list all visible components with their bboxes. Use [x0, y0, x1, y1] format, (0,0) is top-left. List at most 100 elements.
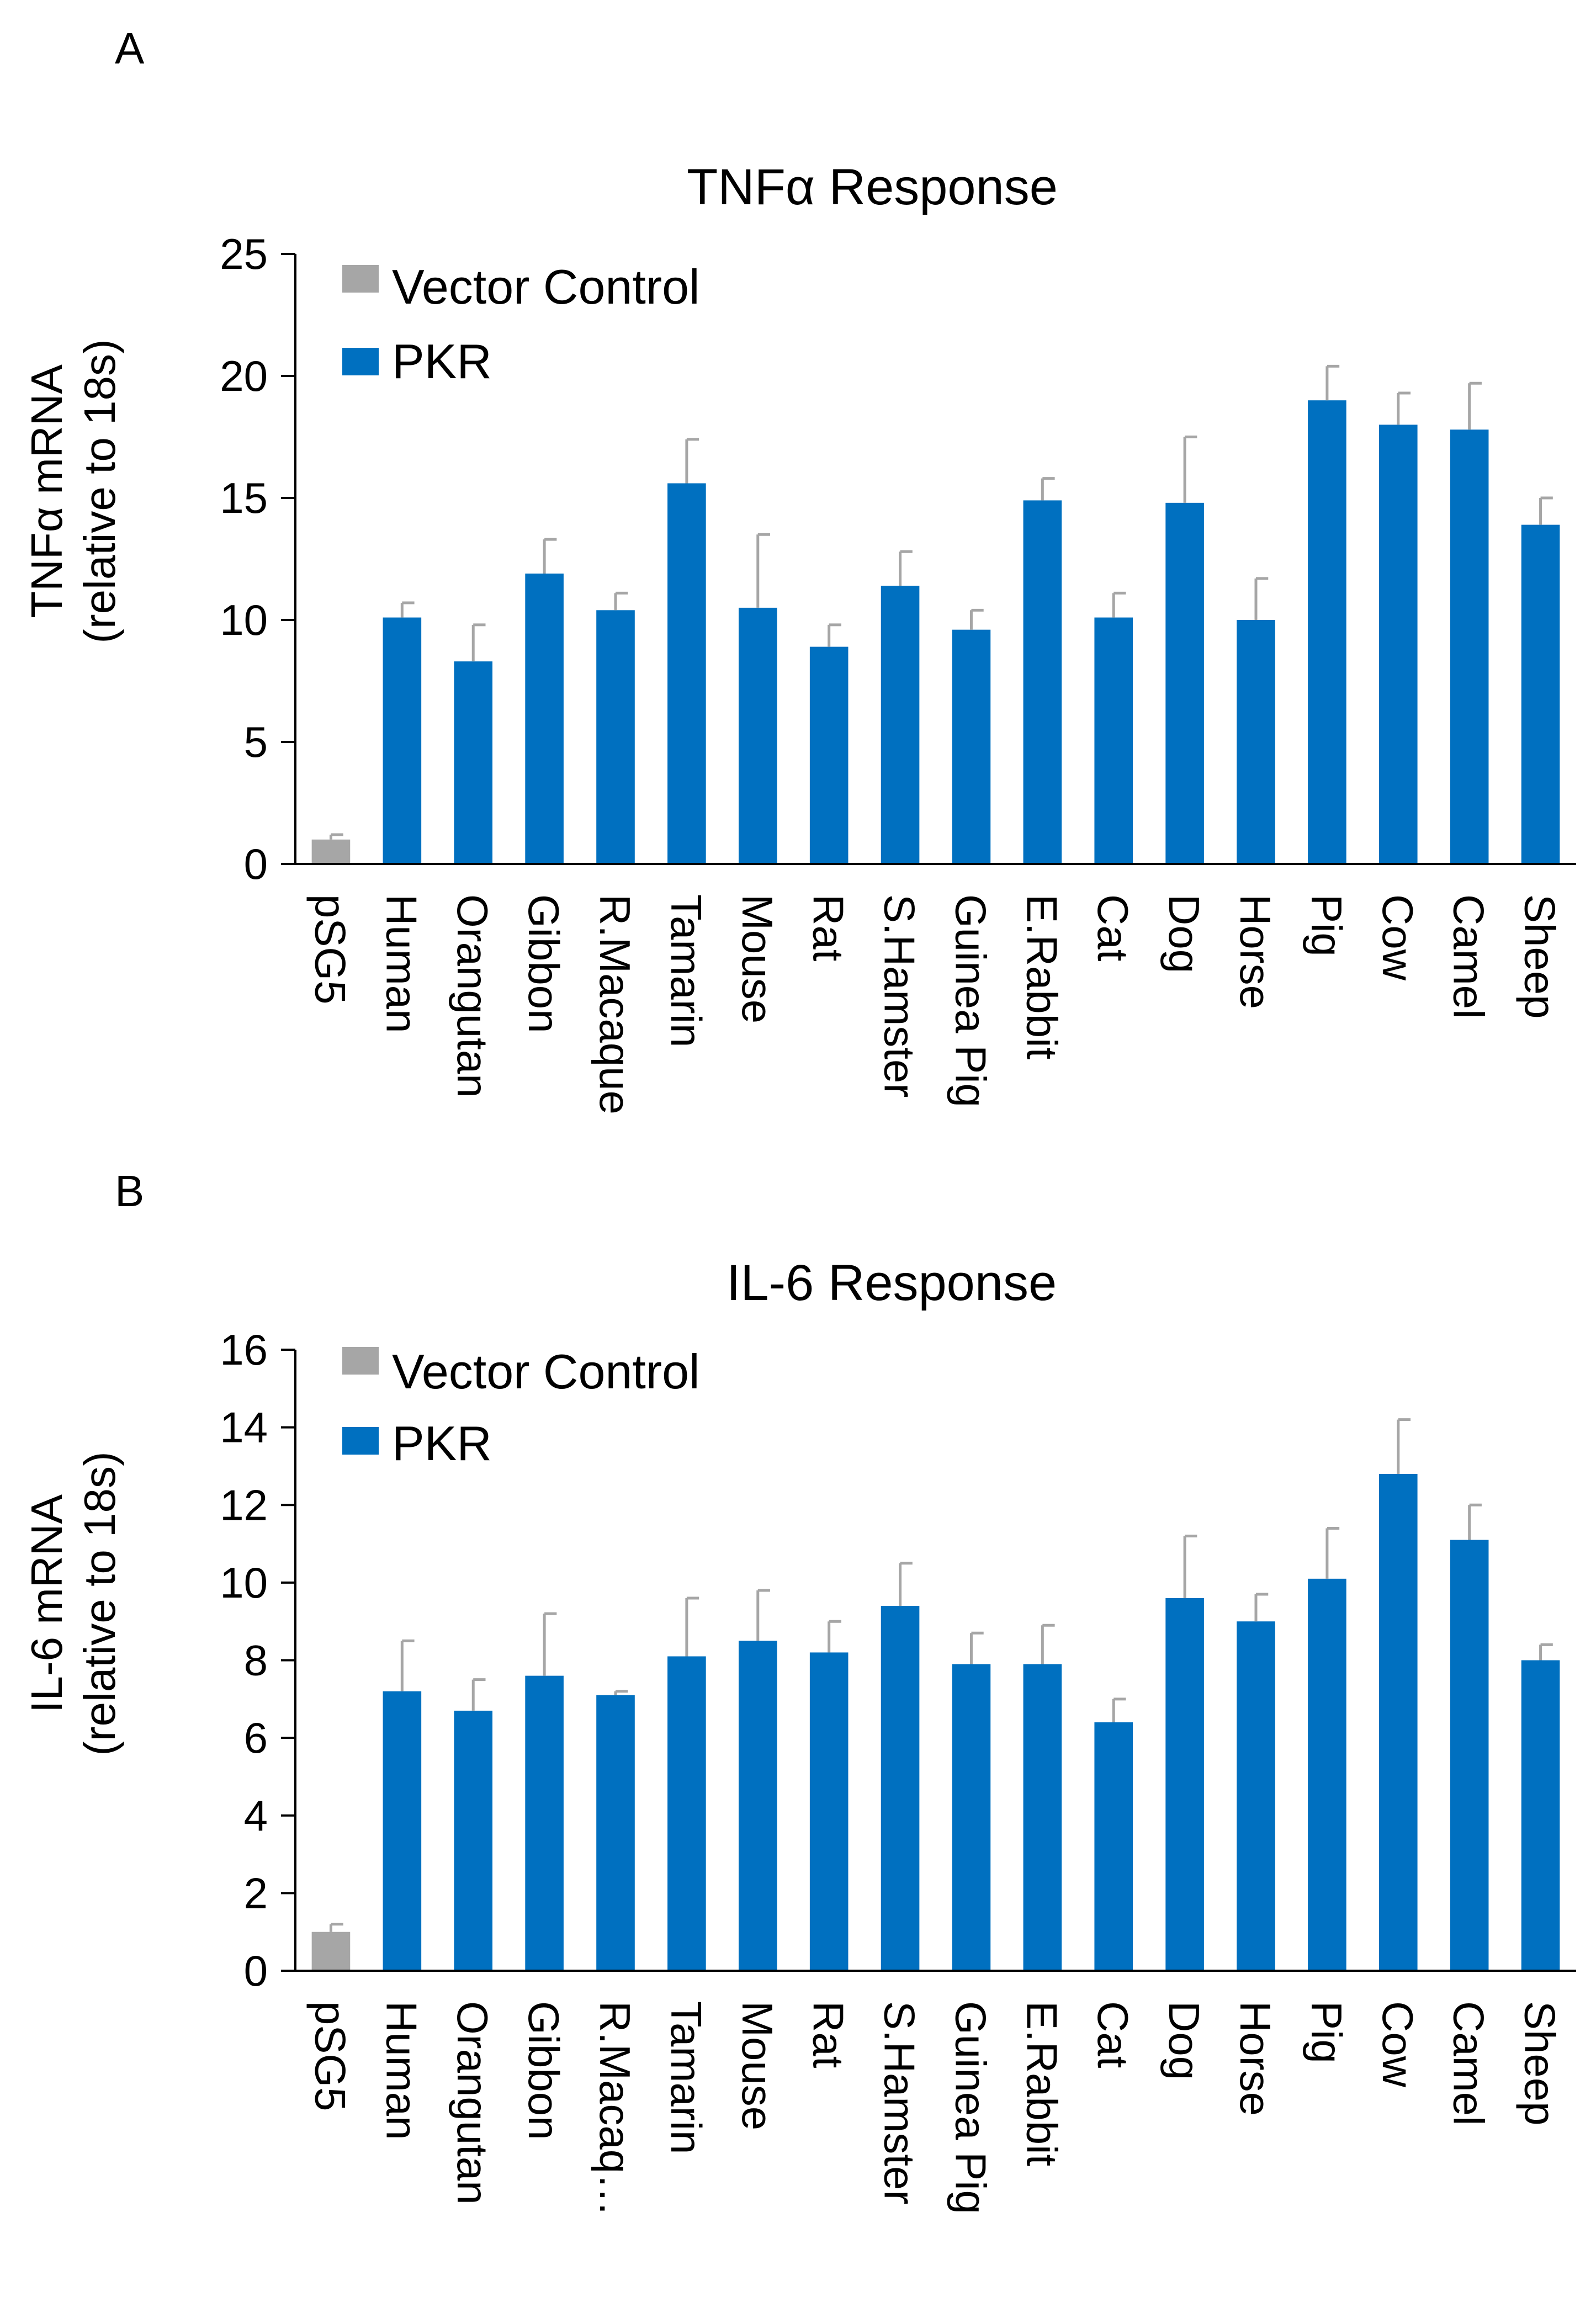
- bar-a-mouse: [738, 607, 777, 864]
- x-tick-label-b-rat: Rat: [804, 2001, 853, 2068]
- y-tick-label-b-2: 4: [244, 1791, 268, 1840]
- y-tick-label-b-5: 10: [220, 1558, 268, 1607]
- legend-label-vector-control-a: Vector Control: [392, 259, 700, 314]
- bar-b-guinea-pig: [952, 1664, 991, 1971]
- y-axis-label-a-line2: (relative to 18s): [75, 339, 124, 643]
- bar-a-rat: [809, 646, 849, 864]
- bar-b-cat: [1094, 1722, 1133, 1971]
- y-axis-label-a-line1: TNFα mRNA: [22, 364, 71, 618]
- y-tick-label-b-3: 6: [244, 1713, 268, 1762]
- x-tick-label-a-pig: Pig: [1302, 894, 1351, 957]
- y-tick-label-b-8: 16: [220, 1325, 268, 1374]
- y-tick-label-a-0: 0: [244, 840, 268, 888]
- bar-b-horse: [1237, 1621, 1275, 1971]
- bar-a-cow: [1378, 425, 1418, 864]
- x-tick-label-b-pig: Pig: [1302, 2001, 1351, 2063]
- y-tick-label-a-1: 5: [244, 718, 268, 766]
- y-axis-label-a: TNFα mRNA (relative to 18s): [22, 339, 124, 643]
- legend-a: Vector Control PKR: [342, 259, 700, 389]
- x-tick-label-b-tamarin: Tamarin: [662, 2001, 710, 2154]
- x-tick-label-b-camel: Camel: [1445, 2001, 1493, 2125]
- bar-b-orangutan: [454, 1710, 493, 1971]
- x-tick-label-a-psg5: pSG5: [306, 894, 354, 1004]
- legend-label-pkr-b: PKR: [392, 1416, 492, 1471]
- y-axis-label-b-line1: IL-6 mRNA: [22, 1494, 71, 1713]
- panel-letter-a: A: [115, 24, 145, 73]
- x-tick-label-a-sheep: Sheep: [1516, 894, 1565, 1019]
- x-tick-label-b-sheep: Sheep: [1516, 2001, 1565, 2126]
- x-tick-label-a-cat: Cat: [1089, 894, 1137, 962]
- x-tick-label-a-r-macaque: R.Macaque: [591, 894, 639, 1115]
- x-tick-label-a-orangutan: Orangutan: [448, 894, 497, 1098]
- chart-title-a: TNFα Response: [687, 159, 1058, 215]
- x-tick-label-a-human: Human: [377, 894, 426, 1033]
- legend-swatch-vector-control-a: [342, 265, 379, 293]
- x-tick-label-b-psg5: pSG5: [306, 2001, 354, 2111]
- bar-a-guinea-pig: [952, 629, 991, 864]
- bar-b-psg5: [311, 1932, 351, 1971]
- legend-b: Vector Control PKR: [342, 1344, 700, 1471]
- panel-a: A TNFα Response TNFα mRNA (relative to 1…: [22, 24, 1576, 1115]
- x-tick-label-a-gibbon: Gibbon: [519, 894, 568, 1033]
- y-tick-label-a-4: 20: [220, 352, 268, 400]
- bar-a-sheep: [1521, 524, 1560, 864]
- x-tick-label-b-gibbon: Gibbon: [519, 2001, 568, 2140]
- bar-b-e-rabbit: [1023, 1664, 1062, 1971]
- legend-label-pkr-a: PKR: [392, 334, 492, 389]
- y-tick-label-a-2: 10: [220, 596, 268, 644]
- bar-b-dog: [1165, 1598, 1204, 1971]
- x-tick-label-b-horse: Horse: [1231, 2001, 1280, 2116]
- x-tick-label-a-e-rabbit: E.Rabbit: [1017, 894, 1066, 1059]
- bar-b-sheep: [1521, 1660, 1560, 1971]
- bar-b-rat: [809, 1652, 849, 1971]
- bar-a-s-hamster: [881, 586, 920, 864]
- bar-b-cow: [1378, 1474, 1418, 1971]
- x-tick-label-b-cat: Cat: [1089, 2001, 1137, 2068]
- plot-area-a: 0 5 10 15 20 25 pSG5 Human Orangutan Gibbon R.Maca…: [220, 230, 1576, 1115]
- bar-b-human: [383, 1691, 422, 1971]
- bar-a-orangutan: [454, 661, 493, 864]
- bar-b-tamarin: [667, 1656, 706, 1971]
- x-tick-label-b-guinea-pig: Guinea Pig: [946, 2001, 995, 2214]
- x-tick-label-a-cow: Cow: [1374, 894, 1422, 981]
- y-tick-label-a-3: 15: [220, 474, 268, 522]
- x-tick-label-b-human: Human: [377, 2001, 426, 2140]
- bar-a-psg5: [311, 839, 351, 864]
- bar-b-s-hamster: [881, 1606, 920, 1971]
- y-axis-label-b: IL-6 mRNA (relative to 18s): [22, 1451, 124, 1755]
- bar-a-e-rabbit: [1023, 500, 1062, 864]
- x-tick-label-b-cow: Cow: [1374, 2001, 1422, 2088]
- chart-title-b: IL-6 Response: [727, 1255, 1057, 1311]
- x-tick-label-a-tamarin: Tamarin: [662, 894, 710, 1047]
- bar-b-camel: [1450, 1540, 1489, 1971]
- x-tick-label-b-r-macaq: R.Macaq…: [591, 2001, 639, 2216]
- x-tick-label-a-dog: Dog: [1160, 894, 1208, 973]
- bar-a-human: [383, 617, 422, 864]
- y-tick-label-a-5: 25: [220, 230, 268, 278]
- bar-a-r-macaque: [596, 610, 635, 864]
- x-tick-label-a-s-hamster: S.Hamster: [876, 894, 924, 1097]
- x-tick-label-b-s-hamster: S.Hamster: [876, 2001, 924, 2204]
- x-tick-label-a-rat: Rat: [804, 894, 853, 962]
- y-tick-label-b-7: 14: [220, 1403, 268, 1452]
- panel-letter-b: B: [115, 1166, 144, 1216]
- x-tick-label-b-orangutan: Orangutan: [448, 2001, 497, 2205]
- bar-a-camel: [1450, 429, 1489, 864]
- y-tick-label-b-6: 12: [220, 1481, 268, 1529]
- y-tick-label-b-0: 0: [244, 1946, 268, 1995]
- bar-a-cat: [1094, 617, 1133, 864]
- x-tick-label-a-guinea-pig: Guinea Pig: [946, 894, 995, 1107]
- x-tick-label-a-camel: Camel: [1445, 894, 1493, 1018]
- legend-swatch-pkr-b: [342, 1427, 379, 1455]
- bar-b-mouse: [738, 1641, 777, 1971]
- legend-label-vector-control-b: Vector Control: [392, 1344, 700, 1399]
- bar-b-pig: [1308, 1578, 1346, 1971]
- bar-a-tamarin: [667, 483, 706, 864]
- x-tick-label-a-mouse: Mouse: [733, 894, 782, 1023]
- plot-area-b: 0 2 4 6 8 10 12 14 16 pSG5 Human Orangutan Gibbon R.M…: [220, 1325, 1576, 2216]
- bar-a-pig: [1308, 400, 1346, 864]
- bar-a-dog: [1165, 502, 1204, 864]
- bar-b-r-macaq: [596, 1695, 635, 1971]
- x-tick-label-b-dog: Dog: [1160, 2001, 1208, 2080]
